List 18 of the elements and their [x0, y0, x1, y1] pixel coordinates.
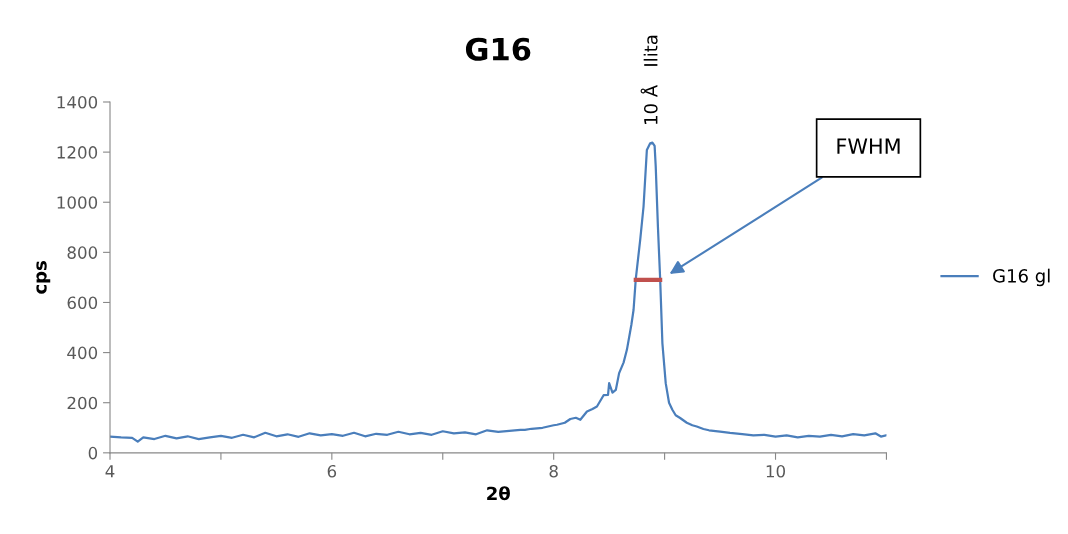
chart-title: G16 [465, 37, 531, 61]
legend-label: G16 gl [993, 268, 1050, 287]
y-axis-title: cps [36, 261, 51, 294]
y-tick-label: 0 [88, 446, 98, 460]
y-tick-label: 600 [67, 296, 98, 310]
annotation: FWHM [837, 138, 900, 154]
x-axis-title: 2θ [487, 486, 510, 501]
y-tick-label: 400 [67, 346, 98, 360]
x-tick-label: 4 [105, 465, 115, 478]
y-tick-label: 800 [67, 246, 98, 259]
x-tick-label: 6 [327, 464, 337, 478]
x-tick-label: 8 [549, 464, 558, 478]
y-tick-label: 1200 [57, 146, 98, 159]
y-tick-label: 1400 [57, 95, 98, 109]
y-tick-label: 200 [67, 396, 98, 410]
annotation: 10 Å Ilita [640, 35, 658, 124]
y-tick-label: 1000 [57, 196, 98, 209]
x-tick-label: 10 [766, 464, 786, 478]
